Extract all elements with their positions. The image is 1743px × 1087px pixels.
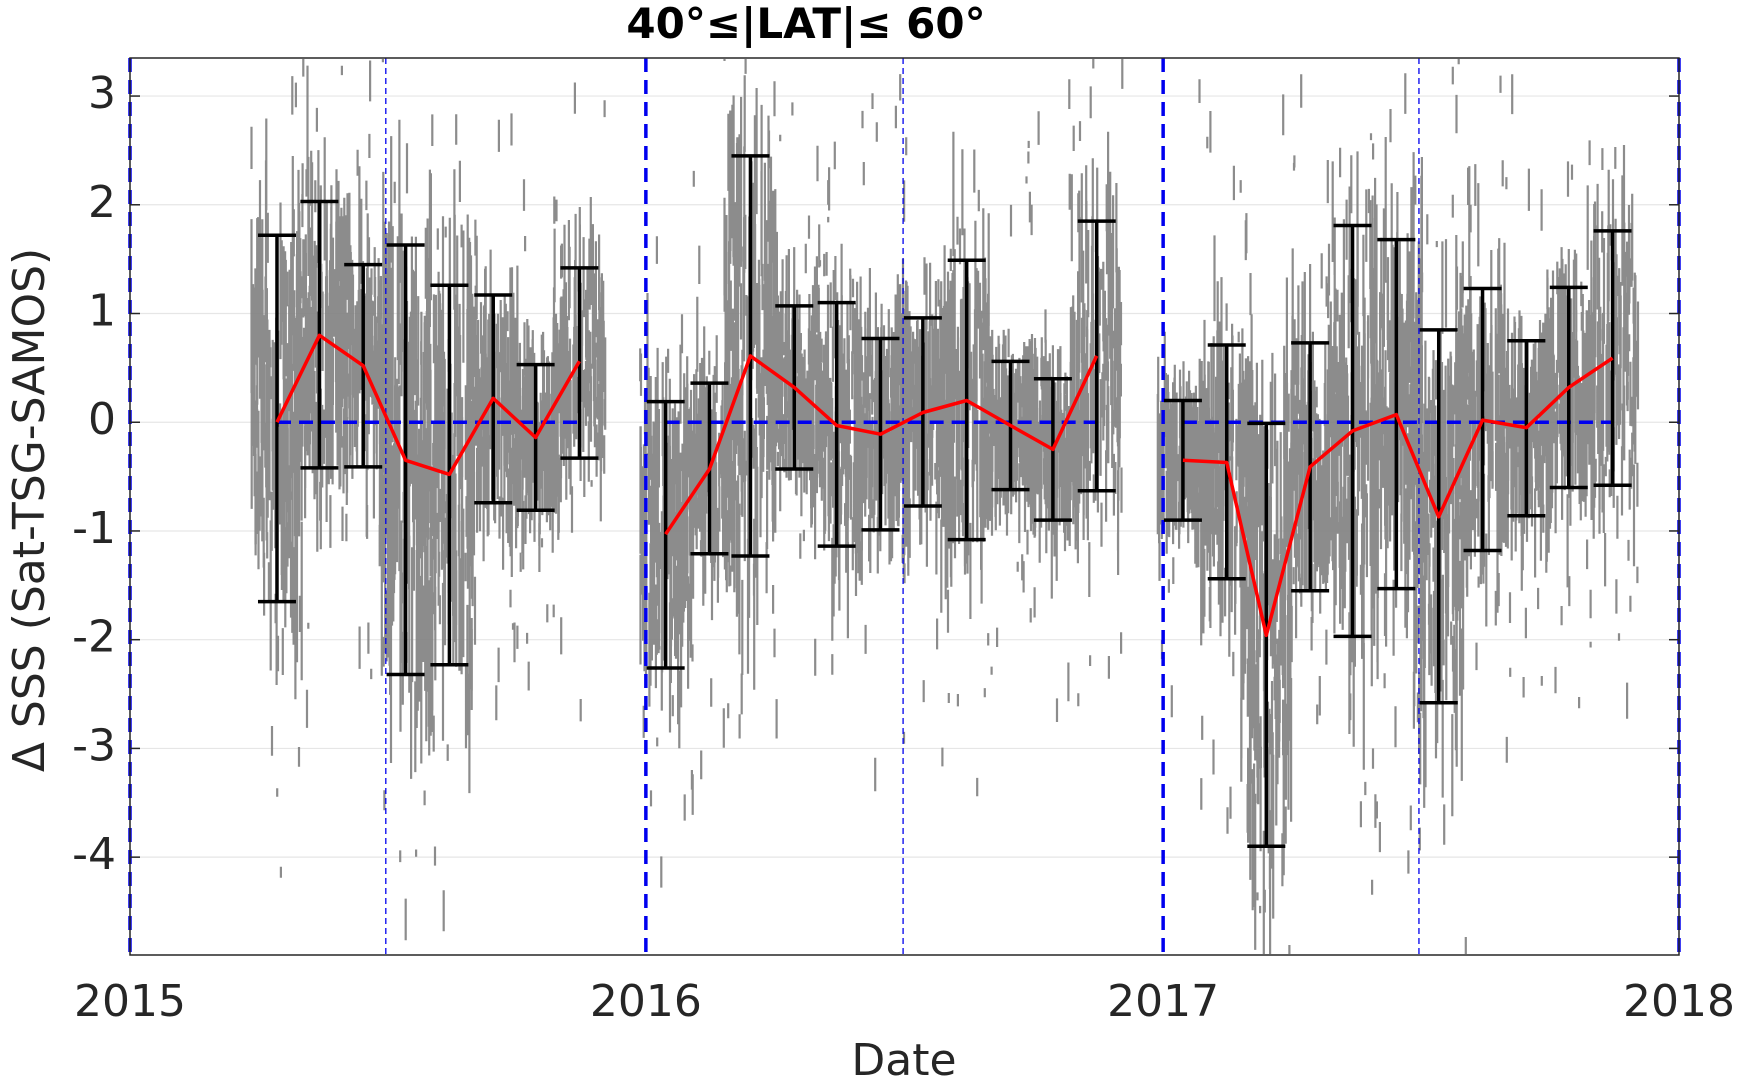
plot-frame bbox=[129, 57, 1680, 956]
x-tick-label: 2017 bbox=[1107, 976, 1219, 1027]
y-axis-ticks: 3 2 1 0 -1 -2 -3 -4 bbox=[72, 68, 1679, 880]
x-tick-label: 2016 bbox=[590, 976, 702, 1027]
x-axis-ticks: 2015 2016 2017 2018 bbox=[74, 976, 1735, 1027]
y-tick-label: -1 bbox=[72, 503, 116, 554]
y-tick-label: 1 bbox=[88, 286, 116, 337]
x-axis-label: Date bbox=[851, 1035, 956, 1086]
chart-title: 40°≤|LAT|≤ 60° bbox=[626, 0, 985, 48]
y-tick-label: 3 bbox=[88, 68, 116, 119]
y-tick-label: 0 bbox=[88, 394, 116, 445]
x-tick-label: 2018 bbox=[1623, 976, 1735, 1027]
y-tick-label: 2 bbox=[88, 177, 116, 228]
error-bar bbox=[646, 399, 685, 670]
y-tick-label: -4 bbox=[72, 829, 116, 880]
mean-line-layer bbox=[275, 333, 1614, 638]
plot-area bbox=[128, 57, 1681, 956]
mean-line bbox=[664, 354, 1099, 536]
mean-line bbox=[275, 333, 581, 477]
y-axis-label: Δ SSS (Sat-TSG-SAMOS) bbox=[4, 248, 55, 772]
y-tick-label: -3 bbox=[72, 720, 116, 771]
mean-line bbox=[1182, 356, 1614, 638]
y-tick-label: -2 bbox=[72, 612, 116, 663]
x-tick-label: 2015 bbox=[74, 976, 186, 1027]
